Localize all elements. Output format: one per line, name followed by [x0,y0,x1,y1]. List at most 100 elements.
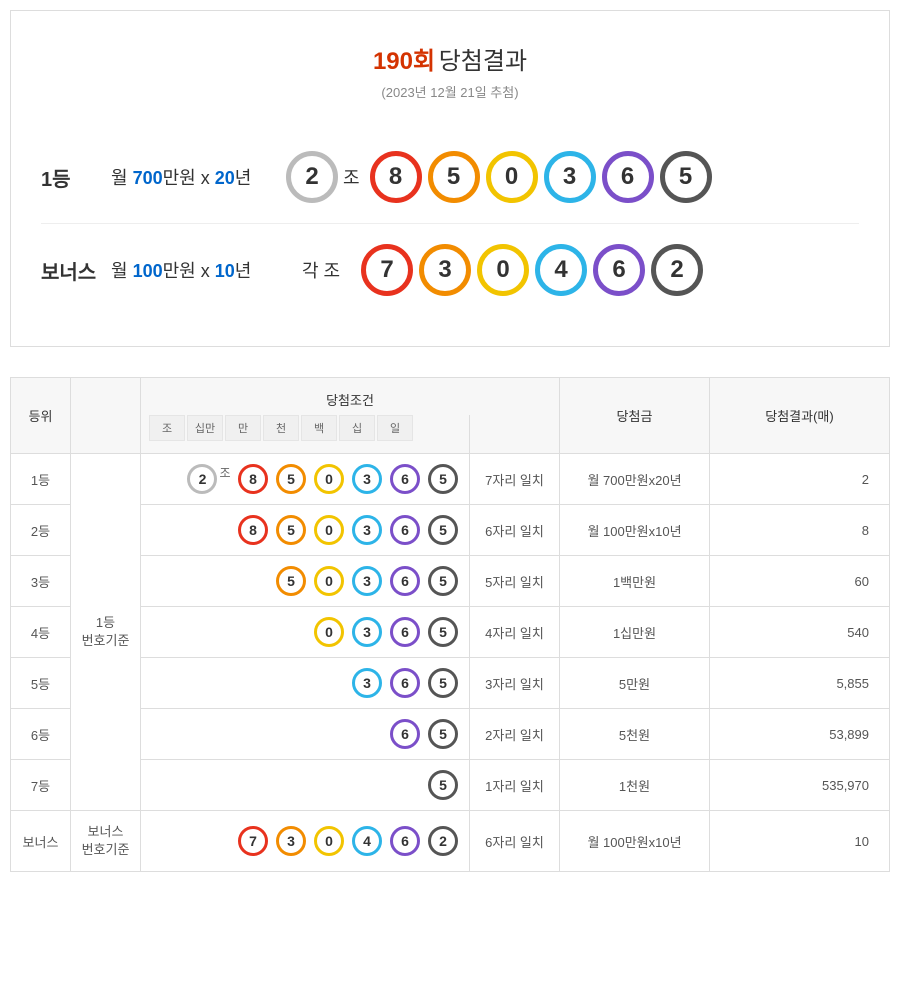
table-row: 2등8503656자리 일치월 100만원x10년8 [11,505,890,556]
first-group-ball: 2 [286,151,338,203]
lottery-ball: 2 [286,151,338,203]
table-row: 5등3653자리 일치5만원5,855 [11,658,890,709]
count-cell: 10 [710,811,890,872]
lottery-ball: 0 [477,244,529,296]
draw-date: (2023년 12월 21일 추첨) [41,82,859,101]
digit-header-cell: 일 [377,415,413,441]
lottery-ball: 3 [352,566,382,596]
lottery-ball: 3 [544,151,596,203]
first-group-label: 조 [343,164,360,190]
digit-header-cell: 만 [225,415,261,441]
lottery-ball: 8 [238,515,268,545]
rank-cell: 3등 [11,556,71,607]
digit-header-cell: 십만 [187,415,223,441]
lottery-ball: 5 [276,515,306,545]
table-body: 1등1등번호기준2조8503657자리 일치월 700만원x20년22등8503… [11,454,890,872]
lottery-ball: 6 [390,566,420,596]
lottery-ball: 5 [428,151,480,203]
table-header-row: 등위 당첨조건 당첨금 당첨결과(매) [11,378,890,416]
lottery-ball: 0 [314,826,344,856]
table-row-bonus: 보너스보너스번호기준7304626자리 일치월 100만원x10년10 [11,811,890,872]
digit-headers: 조십만만천백십일 [145,415,465,441]
lottery-ball: 6 [390,464,420,494]
first-prize-row: 1등 월 700만원 x 20년 2 조 850365 [41,131,859,223]
lottery-ball: 3 [276,826,306,856]
table-row: 4등03654자리 일치1십만원540 [11,607,890,658]
base-cell-bonus: 보너스번호기준 [71,811,141,872]
lottery-ball: 3 [419,244,471,296]
count-cell: 535,970 [710,760,890,811]
lottery-ball: 7 [361,244,413,296]
lottery-ball: 3 [352,617,382,647]
rank-cell: 보너스 [11,811,71,872]
match-cell: 2자리 일치 [470,709,560,760]
title-text: 당첨결과 [439,48,527,75]
lottery-ball: 3 [352,515,382,545]
match-cell: 1자리 일치 [470,760,560,811]
lottery-ball: 5 [428,770,458,800]
prize-cell: 월 100만원x10년 [560,505,710,556]
lottery-ball: 5 [428,464,458,494]
rank-cell: 7등 [11,760,71,811]
title-row: 190회 당첨결과 [41,41,859,76]
match-cell: 5자리 일치 [470,556,560,607]
rank-cell: 2등 [11,505,71,556]
lottery-ball: 3 [352,668,382,698]
prize-table: 등위 당첨조건 당첨금 당첨결과(매) 조십만만천백십일 1등1등번호기준2조8… [10,377,890,872]
count-cell: 53,899 [710,709,890,760]
match-cell: 3자리 일치 [470,658,560,709]
lottery-ball: 6 [390,719,420,749]
header-base [71,378,141,454]
bonus-group-label: 각 조 [291,257,351,283]
bonus-balls: 730462 [361,244,703,296]
lottery-ball: 6 [390,617,420,647]
lottery-ball: 0 [486,151,538,203]
digit-header-cell: 백 [301,415,337,441]
prize-cell: 5천원 [560,709,710,760]
first-prize-desc: 월 700만원 x 20년 [111,164,286,190]
round-number: 190회 [373,48,435,75]
lottery-ball: 2 [187,464,217,494]
lottery-ball: 2 [651,244,703,296]
rank-cell: 1등 [11,454,71,505]
table-row: 7등51자리 일치1천원535,970 [11,760,890,811]
lottery-ball: 0 [314,515,344,545]
rank-cell: 4등 [11,607,71,658]
count-cell: 2 [710,454,890,505]
rank-cell: 5등 [11,658,71,709]
lottery-ball: 8 [370,151,422,203]
first-rank-label: 1등 [41,163,111,192]
prize-cell: 1백만원 [560,556,710,607]
result-panel: 190회 당첨결과 (2023년 12월 21일 추첨) 1등 월 700만원 … [10,10,890,347]
header-condition: 당첨조건 [141,378,560,416]
first-balls: 850365 [370,151,712,203]
lottery-ball: 5 [276,566,306,596]
digit-header-cell: 천 [263,415,299,441]
prize-cell: 1십만원 [560,607,710,658]
base-cell-first: 1등번호기준 [71,454,141,811]
match-cell: 6자리 일치 [470,811,560,872]
digit-header-cell: 십 [339,415,375,441]
lottery-ball: 6 [593,244,645,296]
count-cell: 540 [710,607,890,658]
lottery-ball: 5 [428,617,458,647]
header-result: 당첨결과(매) [710,378,890,454]
count-cell: 5,855 [710,658,890,709]
header-rank: 등위 [11,378,71,454]
lottery-ball: 6 [390,515,420,545]
lottery-ball: 4 [535,244,587,296]
lottery-ball: 4 [352,826,382,856]
lottery-ball: 5 [276,464,306,494]
lottery-ball: 5 [428,719,458,749]
bonus-prize-desc: 월 100만원 x 10년 [111,257,286,283]
match-cell: 6자리 일치 [470,505,560,556]
prize-cell: 월 700만원x20년 [560,454,710,505]
match-cell: 7자리 일치 [470,454,560,505]
lottery-ball: 6 [602,151,654,203]
table-row: 1등1등번호기준2조8503657자리 일치월 700만원x20년2 [11,454,890,505]
lottery-ball: 6 [390,668,420,698]
lottery-ball: 8 [238,464,268,494]
prize-cell: 5만원 [560,658,710,709]
lottery-ball: 5 [428,566,458,596]
header-prize: 당첨금 [560,378,710,454]
